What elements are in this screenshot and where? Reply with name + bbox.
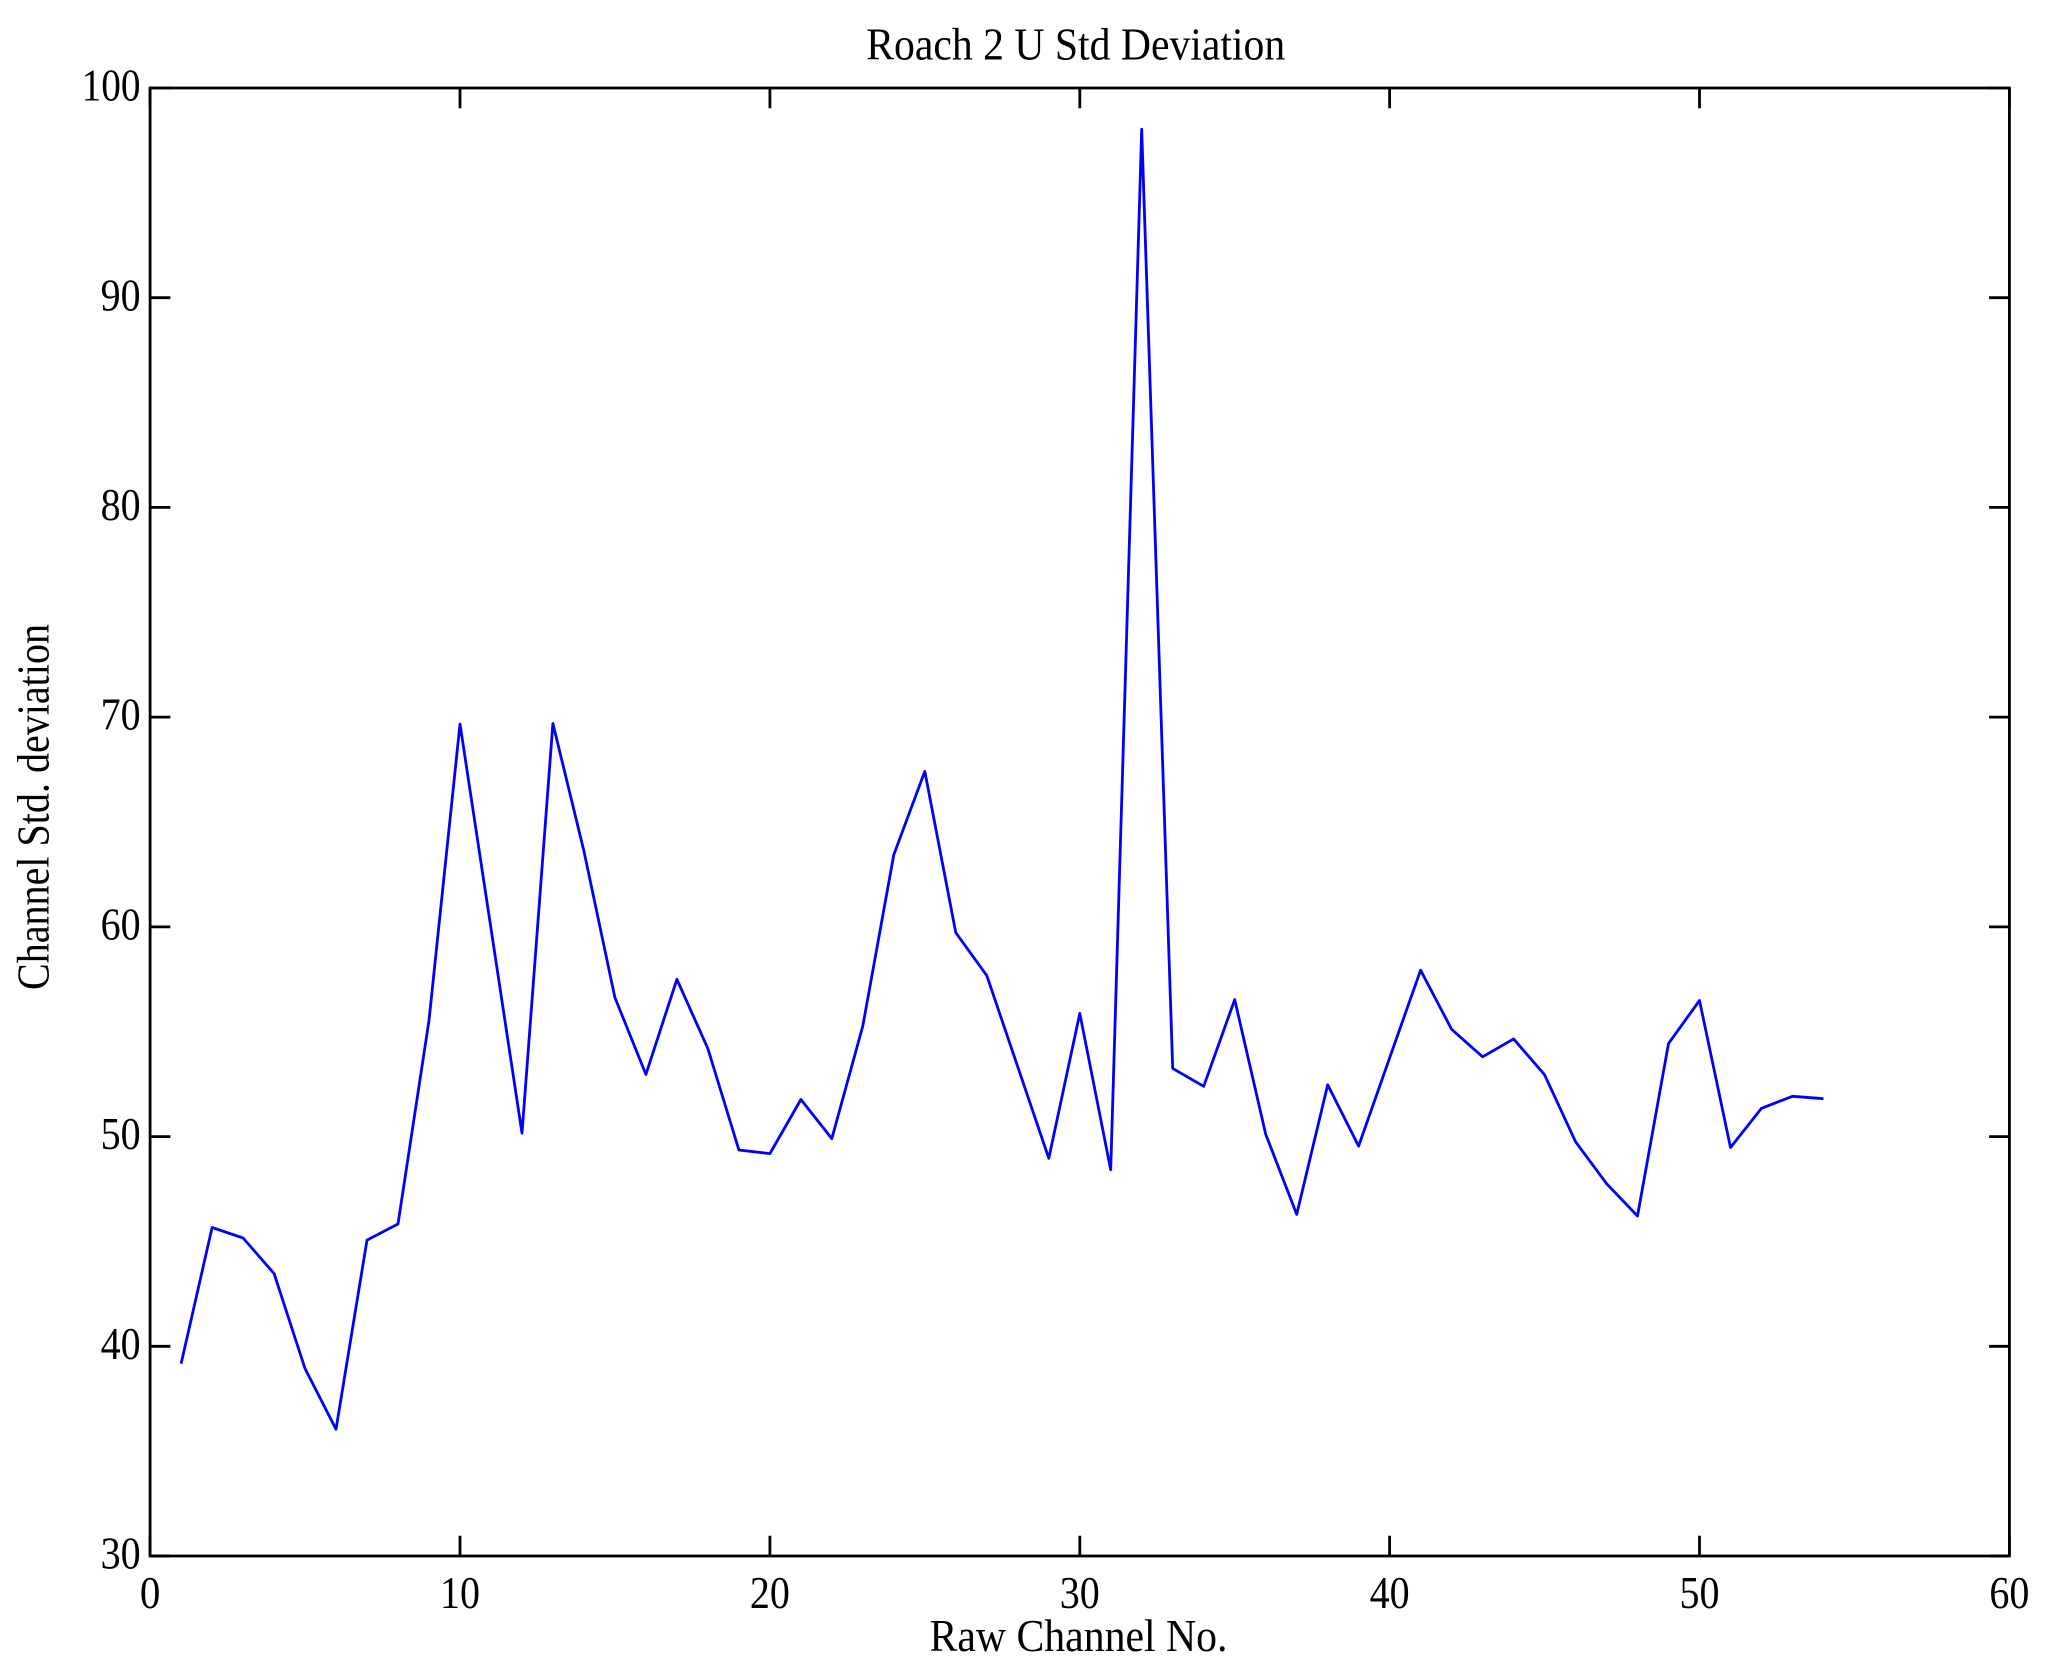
svg-text:70: 70: [101, 689, 141, 740]
svg-text:0: 0: [140, 1567, 161, 1618]
svg-text:60: 60: [101, 899, 141, 950]
svg-text:40: 40: [101, 1318, 141, 1369]
svg-text:Raw Channel No.: Raw Channel No.: [930, 1610, 1228, 1661]
svg-text:10: 10: [440, 1567, 480, 1618]
svg-text:40: 40: [1370, 1567, 1410, 1618]
svg-text:100: 100: [82, 60, 141, 111]
svg-text:50: 50: [1680, 1567, 1720, 1618]
svg-text:60: 60: [1989, 1567, 2029, 1618]
svg-text:50: 50: [101, 1108, 141, 1159]
svg-text:80: 80: [101, 479, 141, 530]
svg-text:30: 30: [101, 1528, 141, 1579]
svg-text:30: 30: [1060, 1567, 1100, 1618]
svg-text:20: 20: [750, 1567, 790, 1618]
svg-text:Roach 2 U Std Deviation: Roach 2 U Std Deviation: [866, 19, 1285, 70]
svg-text:Channel Std. deviation: Channel Std. deviation: [8, 624, 59, 990]
svg-text:90: 90: [101, 269, 141, 320]
